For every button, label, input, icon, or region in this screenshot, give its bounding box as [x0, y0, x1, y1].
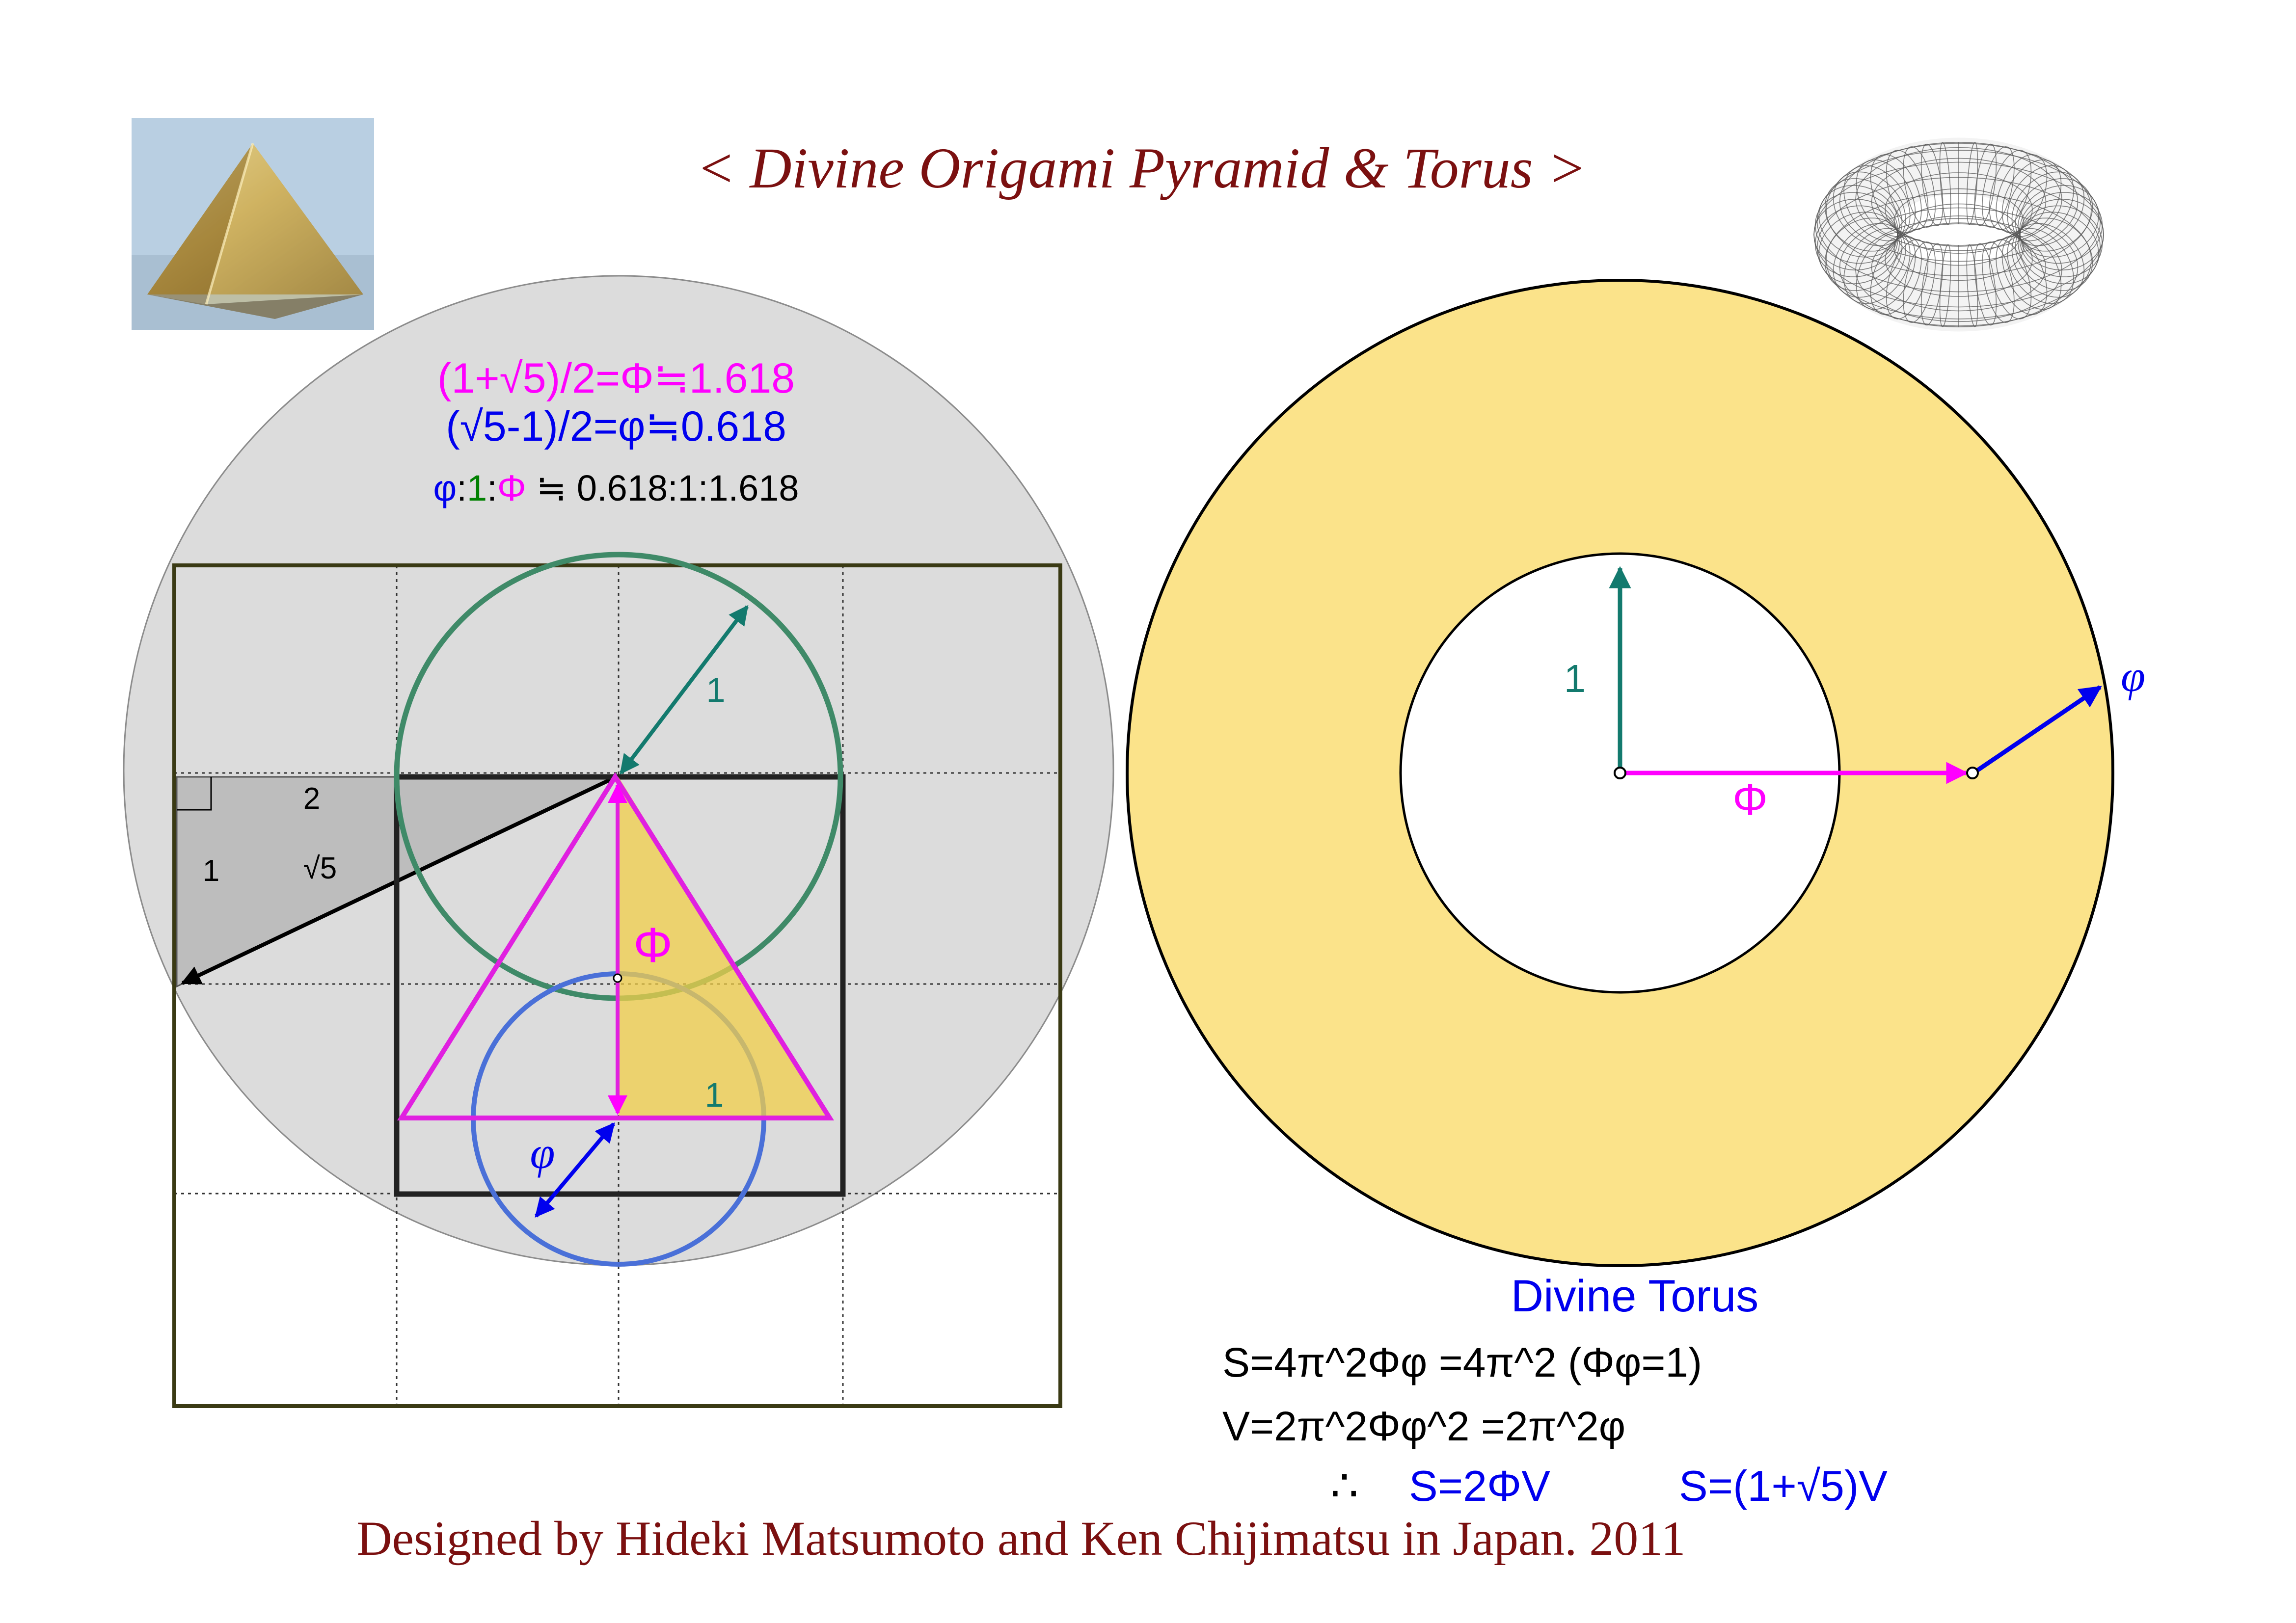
label-two: 2 [303, 782, 320, 816]
surface-formula: S=4π^2Φφ =4π^2 (Φφ=1) [1222, 1339, 1702, 1385]
unit-radius-arrow [619, 605, 749, 775]
torus-formulas: Divine Torus S=4π^2Φφ =4π^2 (Φφ=1) V=2π^… [1222, 1271, 1888, 1511]
magenta-triangle [397, 772, 835, 1120]
torus-label-big-phi: Φ [1732, 775, 1768, 825]
small-phi-arrow [1972, 685, 2102, 775]
phi-radius-arrow [534, 1122, 616, 1218]
therefore-symbol: ∴ [1330, 1462, 1358, 1511]
torus-label-one: 1 [1564, 657, 1586, 700]
result-s-1plussqrt5v: S=(1+√5)V [1679, 1462, 1888, 1510]
volume-formula: V=2π^2Φφ^2 =2π^2φ [1222, 1403, 1625, 1449]
result-s-2phiv: S=2ΦV [1409, 1462, 1550, 1510]
torus-heading: Divine Torus [1511, 1271, 1759, 1321]
golden-origami-pyramid-photo [132, 118, 374, 330]
small-phi-formula: (√5-1)/2=φ≒0.618 [446, 403, 786, 450]
pyramid-diagram: (1+√5)/2=Φ≒1.618 (√5-1)/2=φ≒0.618 φ:1:Φ … [123, 275, 1114, 1408]
label-big-phi: Φ [633, 918, 673, 973]
wireframe-torus-icon [1813, 137, 2104, 332]
credit-line: Designed by Hideki Matsumoto and Ken Chi… [356, 1511, 1685, 1566]
golden-ratio-line: φ:1:Φ ≒ 0.618:1:1.618 [433, 468, 799, 508]
big-phi-formula: (1+√5)/2=Φ≒1.618 [437, 355, 795, 402]
page-title: < Divine Origami Pyramid & Torus > [696, 136, 1587, 200]
label-small-phi: φ [530, 1128, 555, 1178]
label-one-side: 1 [203, 854, 219, 888]
label-sqrt5: √5 [303, 851, 337, 885]
inner-square [394, 774, 846, 1197]
torus-label-small-phi: φ [2121, 652, 2145, 701]
torus-diagram: 1 Φ φ [1126, 279, 2145, 1267]
label-unit-radius: 1 [706, 671, 726, 709]
label-base-half: 1 [705, 1076, 724, 1114]
